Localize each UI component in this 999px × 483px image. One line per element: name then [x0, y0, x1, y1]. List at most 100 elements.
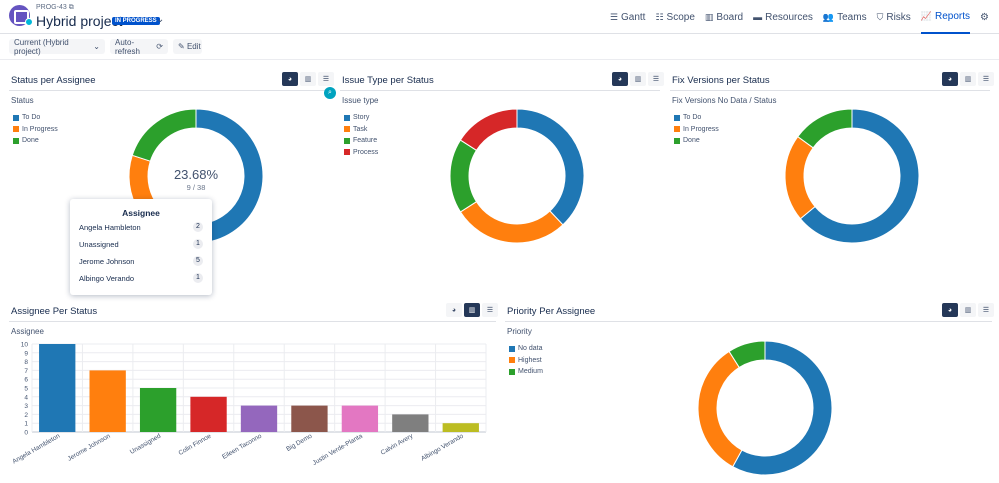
legend-swatch — [344, 114, 350, 121]
nav-reports[interactable]: 📈 Reports — [920, 0, 971, 34]
edit-button[interactable]: ✎ Edit — [173, 39, 202, 54]
bar-jerome-johnson[interactable] — [89, 370, 126, 432]
legend-label: Done — [683, 137, 700, 145]
legend-swatch — [674, 114, 680, 121]
panel-title-fix-versions-per-status: Fix Versions per Status — [672, 75, 770, 86]
legend-swatch — [344, 137, 350, 144]
zoom-icon[interactable]: ⌕ — [324, 87, 336, 99]
panel-sublabel: Fix Versions No Data / Status — [672, 96, 777, 105]
nav-resources[interactable]: ▬ Resources — [753, 0, 813, 34]
copy-icon[interactable]: ⧉ — [68, 4, 74, 11]
panel-title-issue-type-per-status: Issue Type per Status — [342, 75, 434, 86]
donut-slice-done[interactable] — [797, 108, 853, 149]
toolbar: Current (Hybrid project) ⌄ Auto-refresh … — [0, 34, 999, 60]
board-icon: ▥ — [704, 11, 714, 22]
legend-item[interactable]: Medium — [509, 366, 543, 378]
legend-item[interactable]: Done — [674, 135, 719, 147]
bar-view-icon[interactable]: ▥ — [630, 72, 646, 86]
gear-icon[interactable]: ⚙ — [980, 11, 989, 23]
list-view-icon[interactable]: ☰ — [978, 303, 994, 317]
refresh-icon: ⟳ — [156, 42, 163, 51]
legend-item[interactable]: Task — [344, 124, 378, 136]
tooltip-count: 5 — [193, 256, 203, 266]
nav-teams[interactable]: 👥 Teams — [823, 0, 867, 34]
nav-board[interactable]: ▥ Board — [705, 0, 743, 34]
pie-view-icon[interactable]: ◕ — [612, 72, 628, 86]
assignee-tooltip: Assignee Angela Hambleton 2 Unassigned 1 Jer… — [70, 199, 212, 295]
bar-albingo-verando[interactable] — [442, 423, 479, 432]
project-avatar[interactable] — [9, 5, 30, 26]
list-view-icon[interactable]: ☰ — [318, 72, 334, 86]
teams-icon: 👥 — [822, 11, 835, 22]
panel-title-priority-per-assignee: Priority Per Assignee — [507, 306, 596, 317]
bar-view-icon[interactable]: ▥ — [960, 72, 976, 86]
nav-label: Board — [716, 11, 744, 23]
legend-label: Medium — [518, 368, 543, 376]
y-tick-label: 3 — [24, 403, 28, 410]
legend-item[interactable]: Highest — [509, 355, 543, 367]
bar-colin-finnoe[interactable] — [190, 396, 227, 432]
legend-label: Task — [353, 125, 368, 133]
donut-slice-medium[interactable] — [728, 340, 766, 369]
donut-slice-to-do[interactable] — [799, 108, 920, 244]
risks-icon: ⛉ — [876, 11, 884, 22]
donut-slice-highest[interactable] — [697, 350, 743, 468]
nav-label: Resources — [765, 11, 813, 23]
legend-item[interactable]: In Progress — [674, 124, 719, 136]
legend-item[interactable]: In Progress — [13, 124, 58, 136]
nav-label: Teams — [837, 11, 867, 23]
bar-justin-verde-planta[interactable] — [341, 405, 379, 432]
donut-slice-done[interactable] — [131, 108, 197, 162]
legend-item[interactable]: No data — [509, 343, 543, 355]
bar-unassigned[interactable] — [139, 388, 177, 432]
auto-refresh-button[interactable]: Auto-refresh ⟳ — [110, 38, 168, 56]
panel-sublabel: Priority — [507, 327, 532, 336]
legend-label: Feature — [353, 137, 378, 145]
bar-view-icon[interactable]: ▥ — [960, 303, 976, 317]
legend-item[interactable]: Done — [13, 135, 58, 147]
bar-view-icon[interactable]: ▥ — [464, 303, 480, 317]
legend-item[interactable]: Story — [344, 112, 378, 124]
legend-label: To Do — [683, 114, 702, 122]
panel-divider — [340, 90, 660, 91]
main-nav: ☰ Gantt ☷ Scope ▥ Board ▬ Resources 👥 Teams ⛉ Risks… — [610, 0, 989, 34]
list-view-icon[interactable]: ☰ — [978, 72, 994, 86]
pie-view-icon[interactable]: ◕ — [942, 303, 958, 317]
pie-view-icon[interactable]: ◕ — [942, 72, 958, 86]
legend-item[interactable]: Process — [344, 147, 378, 159]
donut-slice-process[interactable] — [459, 108, 518, 151]
donut-center-percent: 23.68% — [174, 167, 219, 182]
legend-item[interactable]: Feature — [344, 135, 378, 147]
list-view-icon[interactable]: ☰ — [648, 72, 664, 86]
nav-risks[interactable]: ⛉ Risks — [877, 0, 911, 34]
bar-calvin-avery[interactable] — [392, 414, 429, 432]
legend-item[interactable]: To Do — [13, 112, 58, 124]
project-key[interactable]: PROG-43 ⧉ — [36, 4, 74, 12]
chevron-down-icon[interactable]: ⌄ — [156, 14, 165, 25]
chart-legend: To Do In Progress Done — [13, 112, 58, 147]
donut-slice-no-data[interactable] — [732, 340, 833, 476]
y-tick-label: 4 — [24, 394, 28, 401]
panel-divider — [9, 90, 329, 91]
gantt-icon: ☰ — [609, 11, 618, 22]
bar-view-icon[interactable]: ▥ — [300, 72, 316, 86]
nav-gantt[interactable]: ☰ Gantt — [610, 0, 646, 34]
scenario-dropdown[interactable]: Current (Hybrid project) ⌄ — [9, 38, 105, 56]
project-status-dot — [25, 18, 33, 26]
pie-view-icon[interactable]: ◕ — [282, 72, 298, 86]
legend-item[interactable]: To Do — [674, 112, 719, 124]
list-view-icon[interactable]: ☰ — [482, 303, 498, 317]
bar-big-demo[interactable] — [291, 405, 328, 432]
panel-sublabel: Status — [11, 96, 34, 105]
legend-label: In Progress — [683, 125, 719, 133]
bar-eileen-taconno[interactable] — [240, 405, 278, 432]
nav-label: Risks — [886, 11, 911, 23]
legend-label: Done — [22, 137, 39, 145]
nav-scope[interactable]: ☷ Scope — [655, 0, 694, 34]
tooltip-row: Angela Hambleton 2 — [79, 222, 203, 232]
pie-view-icon[interactable]: ◕ — [446, 303, 462, 317]
y-tick-label: 6 — [24, 377, 28, 384]
bar-angela-hambleton[interactable] — [39, 344, 76, 432]
